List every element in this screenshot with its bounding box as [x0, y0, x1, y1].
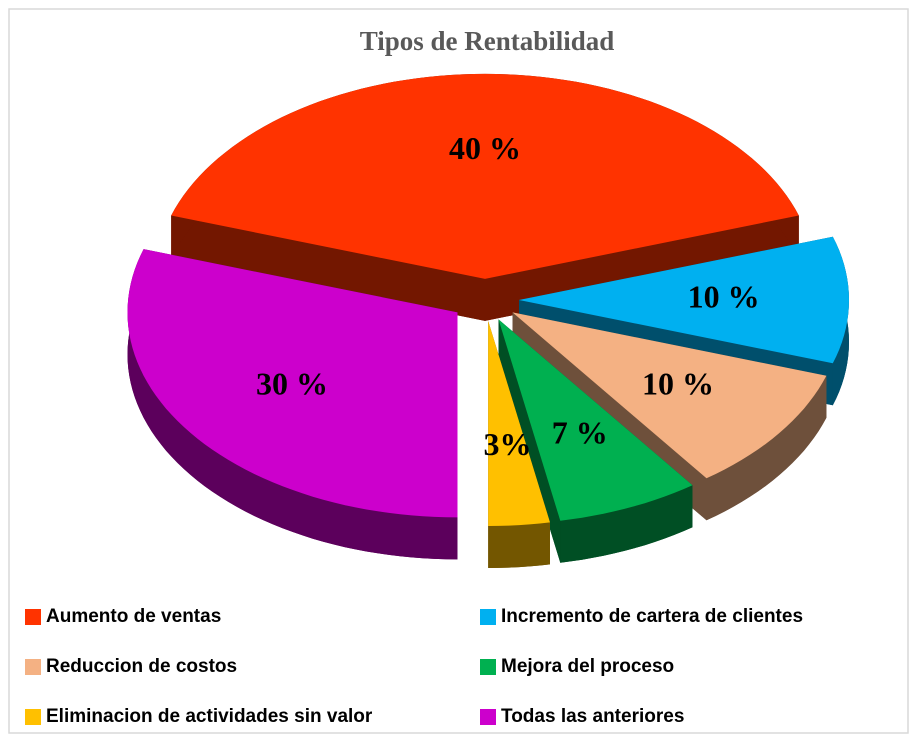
slice-top	[519, 236, 849, 364]
data-label: 10 %	[688, 278, 760, 314]
slice	[488, 321, 550, 568]
slice-wall	[171, 215, 485, 321]
slice-top	[127, 249, 458, 518]
pie	[127, 73, 849, 568]
legend-swatch	[480, 659, 496, 675]
slice-top	[498, 319, 693, 521]
legend-label: Incremento de cartera de clientes	[501, 606, 803, 627]
slice	[498, 319, 693, 563]
legend-swatch	[480, 609, 496, 625]
slice	[127, 249, 458, 560]
slice-wall	[498, 319, 561, 563]
data-label: 30 %	[256, 365, 328, 401]
legend-label: Aumento de ventas	[46, 606, 221, 627]
legend-swatch	[480, 709, 496, 725]
slice-top	[512, 312, 827, 479]
legend-label: Mejora del proceso	[501, 656, 674, 677]
slice-rim	[488, 522, 550, 568]
legend-swatch	[25, 659, 41, 675]
legend-label: Todas las anteriores	[501, 706, 684, 727]
chart-title: Tipos de Rentabilidad	[360, 26, 615, 56]
legend-label: Reduccion de costos	[46, 656, 237, 677]
slice-rim	[706, 375, 827, 521]
slice	[171, 73, 799, 321]
slice-top	[488, 321, 550, 526]
data-label: 7 %	[552, 414, 608, 450]
data-labels: 40 % 10 % 10 % 30 % 7 % 3%	[256, 130, 760, 462]
slice-rim	[127, 249, 458, 560]
legend: Aumento de ventas Incremento de cartera d…	[25, 606, 803, 727]
legend-swatch	[25, 709, 41, 725]
slice-top	[171, 73, 799, 279]
data-label: 10 %	[642, 365, 714, 401]
legend-label: Eliminacion de actividades sin valor	[46, 706, 373, 727]
legend-swatch	[25, 609, 41, 625]
data-label: 3%	[483, 426, 531, 462]
data-label: 40 %	[449, 130, 521, 166]
slice-rim	[560, 485, 693, 563]
